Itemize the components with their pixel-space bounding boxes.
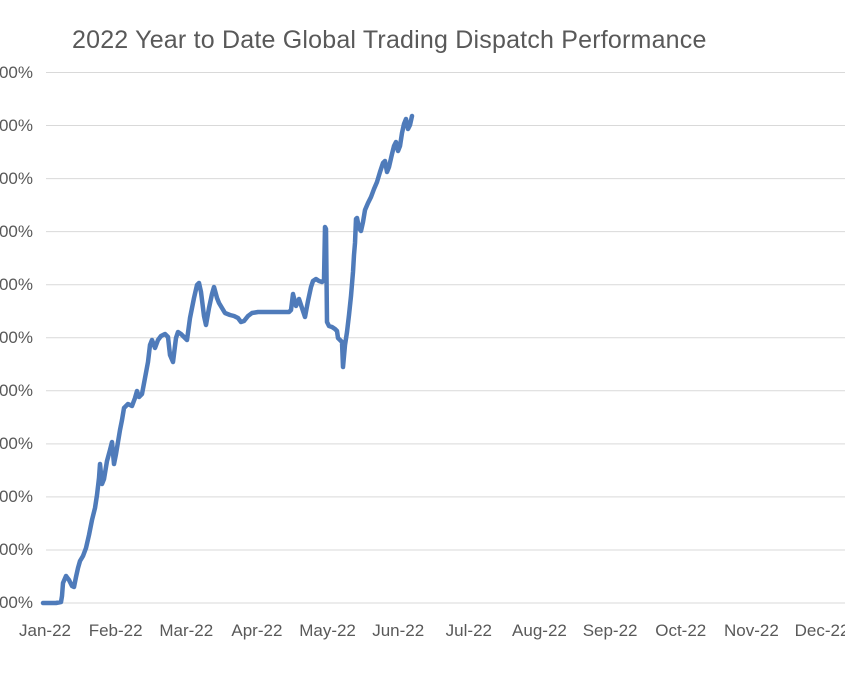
y-tick-label: 000%	[0, 539, 33, 559]
x-tick-label: Sep-22	[582, 621, 638, 640]
x-tick-label: Jun-22	[372, 621, 425, 640]
x-tick-label: May-22	[299, 621, 356, 640]
series-lines	[40, 113, 415, 606]
dispatch-performance-line	[40, 113, 415, 606]
y-tick-label: 000%	[0, 380, 33, 400]
y-tick-label: 000%	[0, 115, 33, 135]
chart-title: 2022 Year to Date Global Trading Dispatc…	[72, 26, 707, 54]
x-tick-label: Mar-22	[159, 621, 214, 640]
y-tick-label: 000%	[0, 593, 33, 612]
gridlines	[46, 72, 845, 604]
y-tick-label: 000%	[0, 433, 33, 453]
x-tick-label: Feb-22	[88, 621, 143, 640]
y-tick-label: 000%	[0, 274, 33, 294]
x-tick-label: Oct-22	[655, 621, 707, 640]
y-tick-label: 000%	[0, 221, 33, 241]
y-tick-label: 000%	[0, 168, 33, 188]
x-tick-label: Jan-22	[19, 621, 71, 640]
y-tick-label: 000%	[0, 327, 33, 347]
x-tick-label: Jul-22	[445, 621, 492, 640]
x-tick-label: Dec-22	[794, 621, 845, 640]
x-tick-label: Apr-22	[231, 621, 283, 640]
x-tick-label: Nov-22	[723, 621, 779, 640]
y-tick-label: 000%	[0, 486, 33, 506]
x-tick-label: Aug-22	[512, 621, 567, 640]
y-tick-label: 000%	[0, 62, 33, 82]
